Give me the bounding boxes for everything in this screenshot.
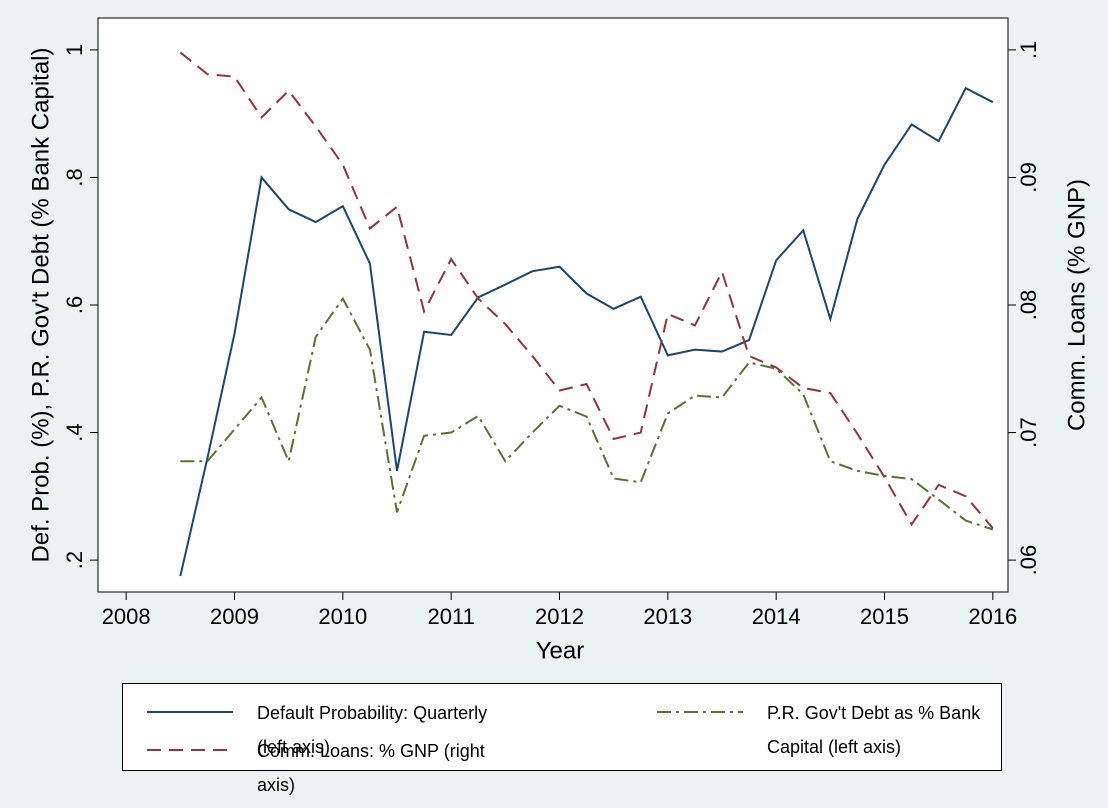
legend: Default Probability: Quarterly (left axi… [122,683,1002,795]
y-tick-label: .4 [62,423,87,441]
x-tick-label: 2011 [428,604,475,629]
x-tick-label: 2013 [643,604,692,629]
series-line [179,86,994,577]
y2-tick-label: .09 [1016,162,1041,193]
legend-item: Default Probability: Quarterly (left axi… [147,702,497,764]
y2-tick-label: .1 [1016,41,1041,59]
x-tick-label: 2008 [102,604,151,629]
plot-area [97,17,1009,593]
series-line [179,51,994,529]
y2-axis-title: Comm. Loans (% GNP) [1063,179,1090,431]
y-tick-label: 1 [62,44,87,56]
legend-label: Default Probability: Quarterly (left axi… [257,703,488,757]
legend-item: P.R. Gov't Debt as % Bank Capital (left … [657,702,1007,764]
y-tick-label: .2 [62,551,87,569]
y2-tick-label: .07 [1016,417,1041,448]
legend-label: P.R. Gov't Debt as % Bank Capital (left … [767,703,981,757]
legend-swatch [147,711,233,713]
x-tick-label: 2010 [318,604,367,629]
y2-tick-label: .06 [1016,545,1041,576]
legend-swatch [147,749,233,751]
y2-tick-label: .08 [1016,290,1041,321]
y-tick-label: .6 [62,296,87,314]
series-line [180,296,994,531]
y-axis-title: Def. Prob. (%), P.R. Gov't Debt (% Bank … [27,48,54,563]
y-tick-label: .8 [62,168,87,186]
x-tick-label: 2016 [968,604,1017,629]
legend-label: Comm. Loans: % GNP (right axis) [257,741,485,795]
legend-swatch [657,711,743,713]
x-tick-label: 2012 [535,604,584,629]
x-tick-label: 2015 [860,604,909,629]
x-tick-label: 2009 [210,604,259,629]
chart: Year Def. Prob. (%), P.R. Gov't Debt (% … [27,17,1090,664]
x-tick-label: 2014 [752,604,801,629]
legend-item: Comm. Loans: % GNP (right axis) [147,740,497,802]
x-axis-title: Year [536,637,585,664]
